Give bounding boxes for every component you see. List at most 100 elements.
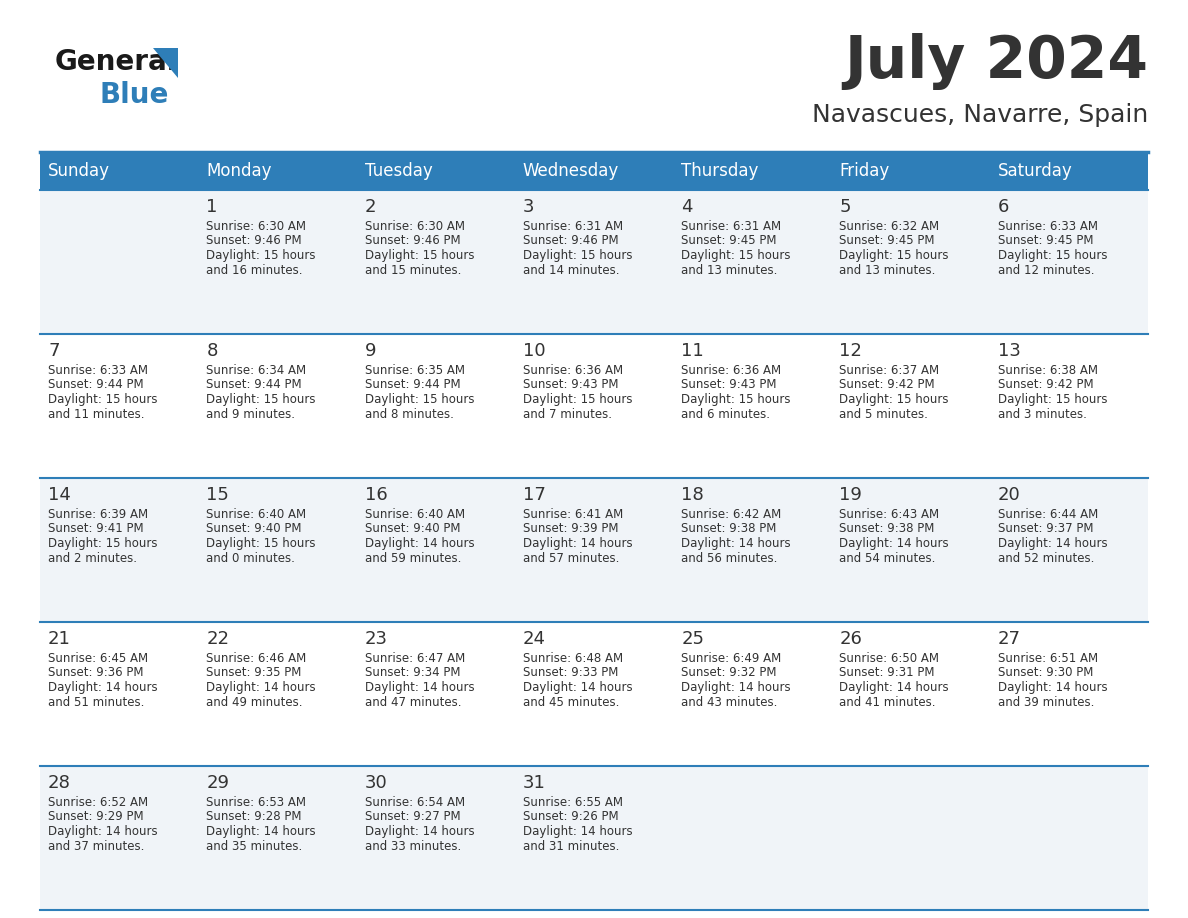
Text: and 43 minutes.: and 43 minutes. [681, 696, 777, 709]
Text: Sunrise: 6:36 AM: Sunrise: 6:36 AM [681, 364, 782, 377]
Text: and 12 minutes.: and 12 minutes. [998, 263, 1094, 276]
Text: Sunset: 9:33 PM: Sunset: 9:33 PM [523, 666, 618, 679]
Text: and 39 minutes.: and 39 minutes. [998, 696, 1094, 709]
Text: and 13 minutes.: and 13 minutes. [681, 263, 777, 276]
Text: and 49 minutes.: and 49 minutes. [207, 696, 303, 709]
Text: and 15 minutes.: and 15 minutes. [365, 263, 461, 276]
Text: Sunset: 9:46 PM: Sunset: 9:46 PM [523, 234, 619, 248]
Text: and 56 minutes.: and 56 minutes. [681, 552, 777, 565]
Text: and 54 minutes.: and 54 minutes. [840, 552, 936, 565]
Text: 29: 29 [207, 774, 229, 792]
Text: Daylight: 14 hours: Daylight: 14 hours [681, 537, 791, 550]
Text: 21: 21 [48, 630, 71, 648]
Text: Daylight: 15 hours: Daylight: 15 hours [681, 393, 791, 406]
Text: Sunset: 9:44 PM: Sunset: 9:44 PM [365, 378, 460, 391]
Text: Daylight: 14 hours: Daylight: 14 hours [48, 681, 158, 694]
Text: Daylight: 14 hours: Daylight: 14 hours [207, 681, 316, 694]
Text: Sunrise: 6:39 AM: Sunrise: 6:39 AM [48, 508, 148, 521]
Text: Sunset: 9:29 PM: Sunset: 9:29 PM [48, 811, 144, 823]
Text: Sunrise: 6:30 AM: Sunrise: 6:30 AM [207, 220, 307, 233]
Text: Sunset: 9:35 PM: Sunset: 9:35 PM [207, 666, 302, 679]
Text: 30: 30 [365, 774, 387, 792]
Bar [514, 152, 674, 190]
Text: Daylight: 14 hours: Daylight: 14 hours [523, 825, 632, 838]
Text: Sunrise: 6:50 AM: Sunrise: 6:50 AM [840, 652, 940, 665]
Text: Sunrise: 6:55 AM: Sunrise: 6:55 AM [523, 796, 623, 809]
Text: and 13 minutes.: and 13 minutes. [840, 263, 936, 276]
Text: and 9 minutes.: and 9 minutes. [207, 408, 296, 420]
Text: Sunrise: 6:38 AM: Sunrise: 6:38 AM [998, 364, 1098, 377]
Text: Daylight: 15 hours: Daylight: 15 hours [207, 537, 316, 550]
Text: Sunrise: 6:32 AM: Sunrise: 6:32 AM [840, 220, 940, 233]
Bar [674, 152, 832, 190]
Text: Navascues, Navarre, Spain: Navascues, Navarre, Spain [811, 103, 1148, 127]
Polygon shape [153, 48, 178, 78]
Text: Sunrise: 6:42 AM: Sunrise: 6:42 AM [681, 508, 782, 521]
Text: Sunset: 9:45 PM: Sunset: 9:45 PM [681, 234, 777, 248]
Text: and 31 minutes.: and 31 minutes. [523, 839, 619, 853]
Text: 27: 27 [998, 630, 1020, 648]
Text: Sunset: 9:45 PM: Sunset: 9:45 PM [998, 234, 1093, 248]
Text: General: General [55, 48, 177, 76]
Text: Sunset: 9:46 PM: Sunset: 9:46 PM [365, 234, 460, 248]
Text: Daylight: 15 hours: Daylight: 15 hours [365, 249, 474, 262]
Text: Sunset: 9:44 PM: Sunset: 9:44 PM [48, 378, 144, 391]
Text: July 2024: July 2024 [843, 33, 1148, 91]
Text: Sunset: 9:27 PM: Sunset: 9:27 PM [365, 811, 460, 823]
Text: 23: 23 [365, 630, 387, 648]
Text: Tuesday: Tuesday [365, 162, 432, 180]
Text: 11: 11 [681, 342, 704, 360]
Text: Sunset: 9:45 PM: Sunset: 9:45 PM [840, 234, 935, 248]
Text: Sunrise: 6:37 AM: Sunrise: 6:37 AM [840, 364, 940, 377]
Text: Daylight: 15 hours: Daylight: 15 hours [365, 393, 474, 406]
Bar [198, 152, 356, 190]
Text: 15: 15 [207, 486, 229, 504]
Text: Thursday: Thursday [681, 162, 758, 180]
Text: and 7 minutes.: and 7 minutes. [523, 408, 612, 420]
Text: Sunset: 9:44 PM: Sunset: 9:44 PM [207, 378, 302, 391]
Text: Daylight: 15 hours: Daylight: 15 hours [207, 249, 316, 262]
Text: Daylight: 15 hours: Daylight: 15 hours [48, 393, 158, 406]
Text: 3: 3 [523, 198, 535, 216]
Text: Sunday: Sunday [48, 162, 110, 180]
Text: Sunrise: 6:40 AM: Sunrise: 6:40 AM [365, 508, 465, 521]
Text: and 0 minutes.: and 0 minutes. [207, 552, 295, 565]
Text: 20: 20 [998, 486, 1020, 504]
Text: and 41 minutes.: and 41 minutes. [840, 696, 936, 709]
Text: Sunrise: 6:43 AM: Sunrise: 6:43 AM [840, 508, 940, 521]
Text: and 52 minutes.: and 52 minutes. [998, 552, 1094, 565]
Bar [40, 766, 1148, 910]
Text: Sunset: 9:40 PM: Sunset: 9:40 PM [207, 522, 302, 535]
Bar [832, 152, 990, 190]
Text: and 45 minutes.: and 45 minutes. [523, 696, 619, 709]
Text: Daylight: 14 hours: Daylight: 14 hours [365, 537, 474, 550]
Text: Sunset: 9:39 PM: Sunset: 9:39 PM [523, 522, 619, 535]
Text: Sunrise: 6:53 AM: Sunrise: 6:53 AM [207, 796, 307, 809]
Text: Sunrise: 6:34 AM: Sunrise: 6:34 AM [207, 364, 307, 377]
Text: Sunrise: 6:52 AM: Sunrise: 6:52 AM [48, 796, 148, 809]
Text: Monday: Monday [207, 162, 272, 180]
Text: Sunrise: 6:31 AM: Sunrise: 6:31 AM [681, 220, 782, 233]
Text: 13: 13 [998, 342, 1020, 360]
Text: 1: 1 [207, 198, 217, 216]
Text: Sunrise: 6:54 AM: Sunrise: 6:54 AM [365, 796, 465, 809]
Text: Daylight: 14 hours: Daylight: 14 hours [523, 537, 632, 550]
Text: Sunset: 9:40 PM: Sunset: 9:40 PM [365, 522, 460, 535]
Text: Blue: Blue [100, 81, 170, 109]
Text: 10: 10 [523, 342, 545, 360]
Text: and 11 minutes.: and 11 minutes. [48, 408, 145, 420]
Text: Sunrise: 6:48 AM: Sunrise: 6:48 AM [523, 652, 623, 665]
Text: 6: 6 [998, 198, 1009, 216]
Text: 18: 18 [681, 486, 704, 504]
Text: 17: 17 [523, 486, 545, 504]
Text: Wednesday: Wednesday [523, 162, 619, 180]
Text: 31: 31 [523, 774, 545, 792]
Text: 24: 24 [523, 630, 545, 648]
Text: Daylight: 14 hours: Daylight: 14 hours [207, 825, 316, 838]
Text: and 33 minutes.: and 33 minutes. [365, 839, 461, 853]
Text: Friday: Friday [840, 162, 890, 180]
Text: Sunrise: 6:30 AM: Sunrise: 6:30 AM [365, 220, 465, 233]
Text: Daylight: 15 hours: Daylight: 15 hours [523, 249, 632, 262]
Text: Daylight: 15 hours: Daylight: 15 hours [998, 393, 1107, 406]
Bar [40, 152, 198, 190]
